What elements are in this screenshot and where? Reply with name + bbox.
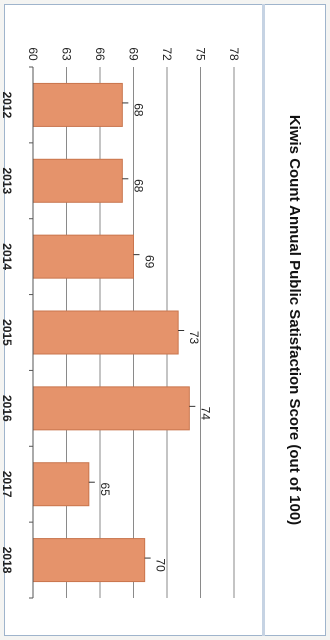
data-label: 73 [187,331,201,345]
x-tick-label: 2015 [0,319,14,346]
y-tick-label: 75 [194,47,208,61]
bar [32,386,190,431]
y-tick-label: 66 [93,47,107,61]
x-tick-label: 2012 [0,92,14,119]
data-label: 68 [131,103,145,117]
bar [32,462,90,507]
bars [32,82,190,583]
y-tick-label: 63 [60,47,74,61]
bar [32,234,134,279]
chart-title: Kiwis Count Annual Public Satisfaction S… [286,115,303,525]
y-tick-label: 60 [26,47,40,61]
x-tick-label: 2016 [0,395,14,422]
y-tick-label: 72 [160,47,174,61]
data-label: 74 [198,407,212,421]
labels: 60 63 66 69 72 75 78 2012 68 2013 68 2014 69 2015 73 20… [0,47,241,573]
x-tick-label: 2018 [0,547,14,574]
data-label: 69 [143,255,157,269]
y-tick-label: 78 [227,47,241,61]
page-border-strip [262,4,265,636]
y-tick-label: 69 [127,47,141,61]
bar [32,82,123,127]
axes [29,66,34,599]
data-label: 68 [131,179,145,193]
bar [32,538,146,583]
x-tick-label: 2017 [0,471,14,498]
bar [32,158,123,203]
x-tick-label: 2013 [0,167,14,194]
bar [32,310,179,355]
data-label: 70 [154,558,168,572]
data-label: 65 [98,483,112,497]
x-tick-label: 2014 [0,243,14,270]
